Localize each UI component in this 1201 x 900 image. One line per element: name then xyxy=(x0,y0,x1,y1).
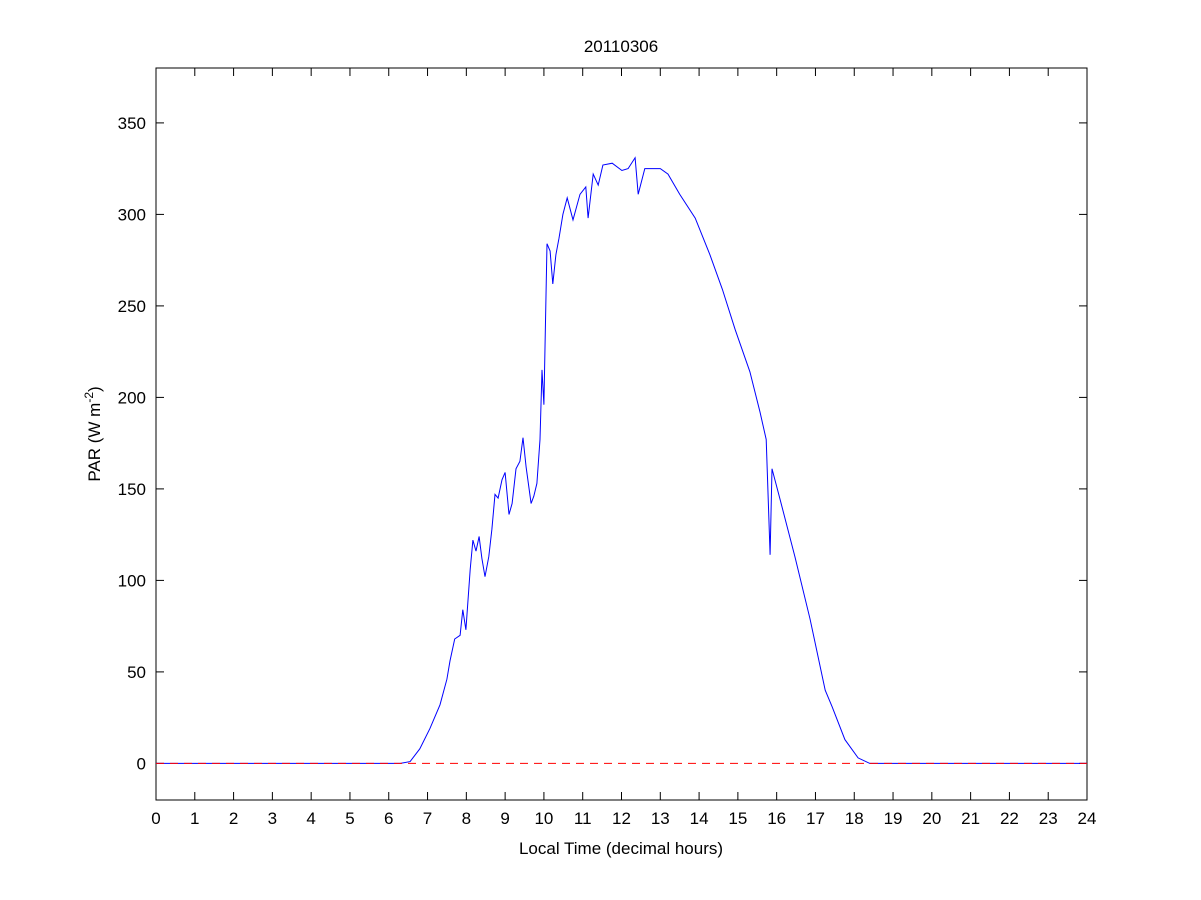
x-tick-label: 2 xyxy=(229,809,238,828)
x-tick-label: 10 xyxy=(534,809,553,828)
y-tick-label: 100 xyxy=(118,571,146,590)
x-tick-label: 8 xyxy=(462,809,471,828)
y-tick-label: 250 xyxy=(118,297,146,316)
x-tick-label: 5 xyxy=(345,809,354,828)
x-tick-label: 20 xyxy=(922,809,941,828)
x-tick-label: 23 xyxy=(1039,809,1058,828)
x-tick-label: 14 xyxy=(690,809,709,828)
x-tick-label: 15 xyxy=(728,809,747,828)
x-tick-label: 3 xyxy=(268,809,277,828)
x-tick-label: 18 xyxy=(845,809,864,828)
y-tick-label: 300 xyxy=(118,205,146,224)
x-tick-label: 24 xyxy=(1078,809,1097,828)
x-tick-label: 22 xyxy=(1000,809,1019,828)
y-tick-label: 0 xyxy=(137,754,146,773)
y-tick-label: 350 xyxy=(118,114,146,133)
par-series-line xyxy=(156,156,1087,764)
x-tick-label: 13 xyxy=(651,809,670,828)
x-tick-label: 0 xyxy=(151,809,160,828)
x-tick-label: 7 xyxy=(423,809,432,828)
x-tick-label: 21 xyxy=(961,809,980,828)
y-tick-label: 50 xyxy=(127,663,146,682)
x-tick-label: 16 xyxy=(767,809,786,828)
x-tick-label: 19 xyxy=(884,809,903,828)
x-tick-label: 4 xyxy=(306,809,315,828)
x-tick-label: 11 xyxy=(574,809,592,828)
plot-area xyxy=(155,67,1088,801)
x-tick-label: 12 xyxy=(612,809,631,828)
x-tick-label: 9 xyxy=(500,809,509,828)
x-axis-label: Local Time (decimal hours) xyxy=(519,839,723,858)
chart-title: 20110306 xyxy=(584,37,658,56)
x-tick-label: 6 xyxy=(384,809,393,828)
y-axis-label: PAR (W m-2) xyxy=(82,386,104,481)
x-tick-label: 17 xyxy=(806,809,825,828)
y-tick-label: 150 xyxy=(118,480,146,499)
y-tick-label: 200 xyxy=(118,388,146,407)
x-tick-label: 1 xyxy=(190,809,199,828)
